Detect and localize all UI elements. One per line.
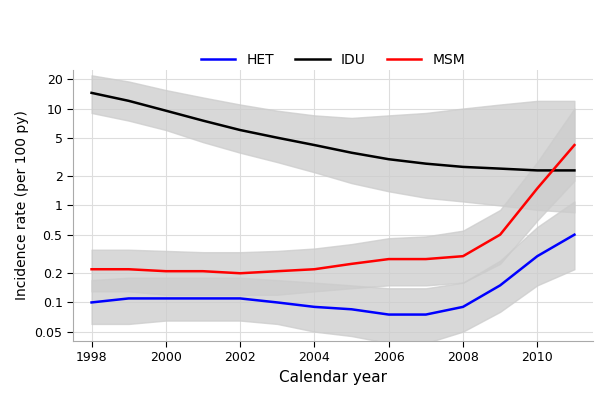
Y-axis label: Incidence rate (per 100 py): Incidence rate (per 100 py) [15,110,29,300]
X-axis label: Calendar year: Calendar year [279,370,387,385]
Legend: HET, IDU, MSM: HET, IDU, MSM [195,47,471,72]
